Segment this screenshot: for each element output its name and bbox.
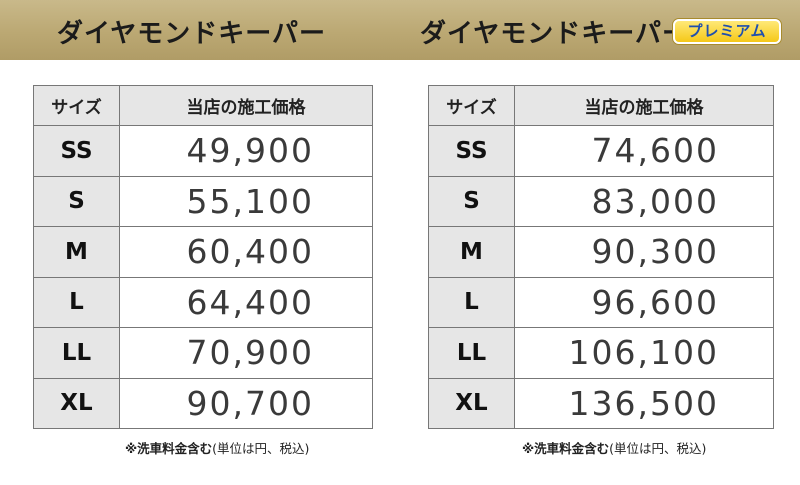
premium-price-footnote: ※洗車料金含む(単位は円、税込) (522, 438, 706, 457)
price-cell: 136,500 (514, 377, 774, 429)
price-cell: 64,400 (119, 276, 373, 328)
size-cell: LL (33, 327, 120, 379)
diamond-keeper-premium-price-table: サイズ 当店の施工価格 SS 74,600 S 83,000 M 90,300 … (428, 85, 774, 429)
size-cell: XL (33, 377, 120, 429)
table-row: S 55,100 (33, 175, 373, 227)
table-row: LL 106,100 (428, 327, 774, 379)
size-column-header: サイズ (33, 85, 120, 126)
price-cell: 55,100 (119, 175, 373, 227)
size-cell: SS (33, 125, 120, 177)
price-column-header: 当店の施工価格 (119, 85, 373, 126)
premium-badge: プレミアム (673, 19, 781, 44)
footnote-unit-tax: (単位は円、税込) (212, 441, 310, 456)
price-cell: 70,900 (119, 327, 373, 379)
size-cell: SS (428, 125, 515, 177)
price-cell: 90,700 (119, 377, 373, 429)
footnote-car-wash-included: ※洗車料金含む (522, 441, 610, 456)
price-cell: 83,000 (514, 175, 774, 227)
size-column-header: サイズ (428, 85, 515, 126)
footnote-unit-tax: (単位は円、税込) (609, 441, 707, 456)
size-cell: S (33, 175, 120, 227)
size-cell: L (428, 276, 515, 328)
price-cell: 106,100 (514, 327, 774, 379)
size-cell: XL (428, 377, 515, 429)
table-row: M 60,400 (33, 226, 373, 278)
table-row: XL 136,500 (428, 377, 774, 429)
table-row: M 90,300 (428, 226, 774, 278)
table-row: S 83,000 (428, 175, 774, 227)
size-cell: S (428, 175, 515, 227)
price-column-header: 当店の施工価格 (514, 85, 774, 126)
table-row: LL 70,900 (33, 327, 373, 379)
price-cell: 90,300 (514, 226, 774, 278)
table-row: L 96,600 (428, 276, 774, 328)
size-cell: LL (428, 327, 515, 379)
price-cell: 96,600 (514, 276, 774, 328)
table-row: SS 49,900 (33, 125, 373, 177)
price-cell: 74,600 (514, 125, 774, 177)
table-row: SS 74,600 (428, 125, 774, 177)
diamond-keeper-price-table: サイズ 当店の施工価格 SS 49,900 S 55,100 M 60,400 … (33, 85, 373, 429)
price-footnote: ※洗車料金含む(単位は円、税込) (125, 438, 309, 457)
title-banner: ダイヤモンドキーパー ダイヤモンドキーパー プレミアム (0, 0, 800, 60)
size-cell: L (33, 276, 120, 328)
diamond-keeper-title: ダイヤモンドキーパー (57, 19, 326, 49)
size-cell: M (33, 226, 120, 278)
size-cell: M (428, 226, 515, 278)
diamond-keeper-premium-title: ダイヤモンドキーパー (420, 19, 689, 49)
table-row: XL 90,700 (33, 377, 373, 429)
table-header-row: サイズ 当店の施工価格 (33, 85, 373, 126)
table-header-row: サイズ 当店の施工価格 (428, 85, 774, 126)
price-cell: 60,400 (119, 226, 373, 278)
footnote-car-wash-included: ※洗車料金含む (125, 441, 213, 456)
table-row: L 64,400 (33, 276, 373, 328)
price-cell: 49,900 (119, 125, 373, 177)
